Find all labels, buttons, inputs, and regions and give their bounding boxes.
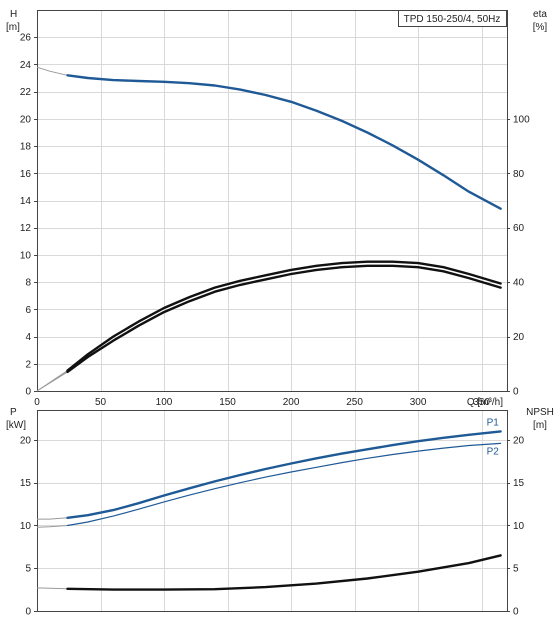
- left-axis-tick-label: 20: [20, 435, 32, 446]
- left-axis-tick-label: 2: [25, 359, 31, 370]
- left-axis-tick-label: 24: [20, 60, 32, 71]
- right-axis-title: eta: [533, 9, 547, 20]
- series-line: [66, 264, 502, 374]
- power-npsh-panel: 0 5 10 15 20 0 5 10 15 20 P [kW] NPSH [m] P1 P2: [6, 407, 554, 618]
- left-axis-tick-label: 20: [20, 114, 32, 125]
- x-axis-tick-label: 150: [219, 397, 236, 408]
- x-axis-tick-label: 200: [283, 397, 300, 408]
- series-extension-line: [36, 525, 68, 528]
- series-line: [66, 430, 502, 519]
- right-axis-tick-label: 40: [513, 278, 525, 289]
- chart-title-box: [398, 10, 507, 27]
- left-axis-tick-label: 14: [20, 196, 32, 207]
- x-axis-tick-label: 300: [410, 397, 427, 408]
- right-axis-tick-label: 15: [513, 478, 525, 489]
- right-axis-tick-label: 5: [513, 564, 519, 575]
- left-axis-unit: [m]: [6, 22, 20, 33]
- right-axis-tick-label: 60: [513, 223, 525, 234]
- series-label: P2: [487, 446, 500, 457]
- series-extension-line: [37, 517, 68, 520]
- x-axis-tick-label: 50: [95, 397, 107, 408]
- left-axis-tick-label: 8: [25, 278, 31, 289]
- series-line: [66, 554, 502, 591]
- left-axis-tick-label: 15: [20, 478, 32, 489]
- right-axis-tick-label: 0: [513, 607, 519, 618]
- left-axis-tick-label: 26: [20, 33, 32, 44]
- left-axis-tick-label: 0: [25, 607, 31, 618]
- left-axis-tick-label: 5: [25, 564, 31, 575]
- right-axis-tick-label: 20: [513, 435, 525, 446]
- series-line: [66, 74, 502, 210]
- right-axis-tick-label: 10: [513, 521, 525, 532]
- series-extension-line: [36, 371, 68, 392]
- series-label: P1: [487, 417, 500, 428]
- left-axis-tick-label: 4: [25, 332, 31, 343]
- x-axis-tick-label: 250: [346, 397, 363, 408]
- series-extension-line: [36, 66, 68, 76]
- right-axis-tick-label: 0: [513, 387, 519, 398]
- left-axis-tick-label: 22: [20, 87, 32, 98]
- right-axis-unit: [m]: [533, 420, 547, 431]
- left-axis-tick-label: 10: [20, 521, 32, 532]
- series-line: [66, 260, 502, 372]
- right-axis-tick-label: 100: [513, 114, 530, 125]
- x-axis-tick-label: 0: [34, 397, 40, 408]
- x-axis-label: Q [m³/h]: [467, 397, 503, 408]
- left-axis-tick-label: 6: [25, 305, 31, 316]
- left-axis-tick-label: 18: [20, 142, 32, 153]
- left-axis-title: P: [10, 407, 17, 418]
- plot-frame: [37, 10, 508, 392]
- series-line: [66, 442, 502, 527]
- left-axis-tick-label: 0: [25, 387, 31, 398]
- right-axis-tick-label: 80: [513, 169, 525, 180]
- left-axis-tick-label: 12: [20, 223, 32, 234]
- x-axis-tick-label: 100: [156, 397, 173, 408]
- chart-title: TPD 150-250/4, 50Hz: [404, 14, 501, 25]
- left-axis-unit: [kW]: [6, 420, 26, 431]
- left-axis-tick-label: 16: [20, 169, 32, 180]
- right-axis-title: NPSH: [526, 407, 554, 418]
- plot-frame: [37, 410, 508, 612]
- left-axis-title: H: [10, 9, 17, 20]
- x-axis-tick-label: 350: [473, 397, 490, 408]
- right-axis-unit: [%]: [533, 22, 548, 33]
- series-extension-line: [36, 587, 68, 590]
- right-axis-tick-label: 20: [513, 332, 525, 343]
- left-axis-tick-label: 10: [20, 250, 32, 261]
